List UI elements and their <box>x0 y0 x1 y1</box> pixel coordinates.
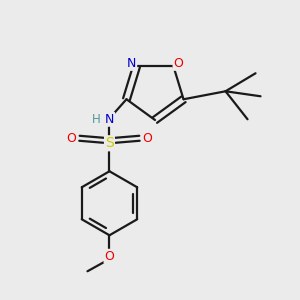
Text: N: N <box>105 113 114 126</box>
Text: S: S <box>105 136 114 150</box>
Text: O: O <box>67 132 76 145</box>
Text: N: N <box>127 57 136 70</box>
Text: O: O <box>104 250 114 263</box>
Text: O: O <box>173 57 183 70</box>
Text: H: H <box>92 113 101 126</box>
Text: O: O <box>142 132 152 145</box>
